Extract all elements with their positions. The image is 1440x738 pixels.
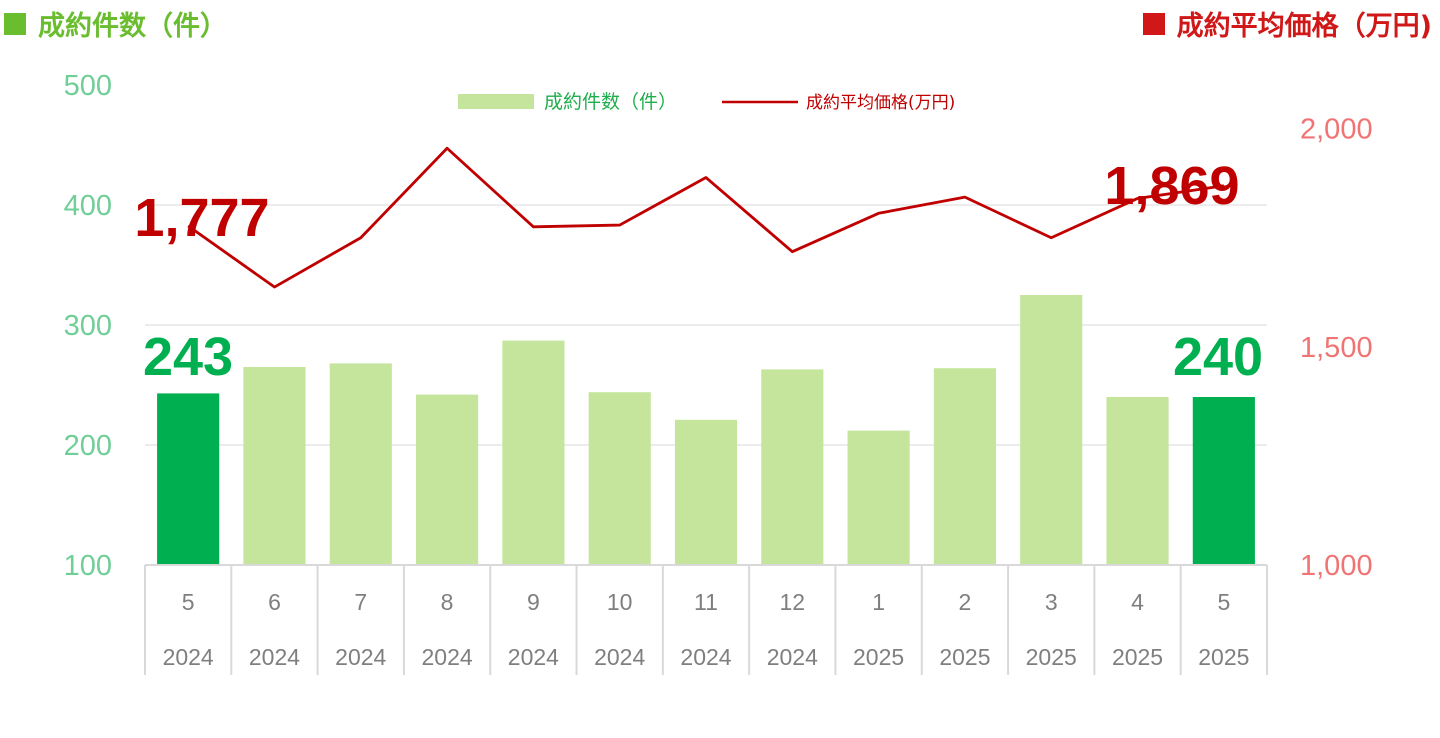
bar: [1020, 295, 1083, 565]
right-tick-label: 1,000: [1300, 550, 1373, 582]
callout-first-price: 1,777: [134, 188, 269, 248]
axes: 100 200 300 400 500 1,000 1,500 2,000: [64, 70, 1373, 582]
x-tick-year: 2024: [680, 644, 731, 670]
left-axis-title: 成約件数（件）: [4, 4, 227, 43]
x-tick-month: 1: [872, 589, 885, 615]
x-tick-year: 2025: [1198, 644, 1249, 670]
bar: [847, 430, 910, 565]
bar: [416, 394, 479, 565]
callout-last-price: 1,869: [1104, 156, 1239, 216]
x-tick-month: 2: [959, 589, 972, 615]
left-axis-title-text: 成約件数（件）: [38, 11, 227, 42]
callout-first-count: 243: [143, 327, 233, 387]
x-tick-year: 2025: [1026, 644, 1077, 670]
gridlines: [145, 204, 1267, 446]
right-tick-label: 1,500: [1300, 332, 1373, 364]
legend-line-label: 成約平均価格(万円): [806, 93, 955, 113]
bar: [933, 368, 996, 565]
x-tick-year: 2024: [335, 644, 386, 670]
right-tick-label: 2,000: [1300, 114, 1373, 146]
x-tick-month: 6: [268, 589, 281, 615]
red-square-icon: [1142, 12, 1165, 35]
bar: [502, 340, 565, 565]
bar-series: [157, 295, 1255, 565]
bar: [761, 369, 824, 565]
x-tick-month: 10: [607, 589, 633, 615]
x-tick-year: 2024: [594, 644, 645, 670]
bar: [329, 363, 392, 565]
bar: [588, 392, 651, 565]
left-tick-label: 200: [64, 430, 112, 462]
right-axis-title-text: 成約平均価格（万円): [1176, 11, 1432, 42]
left-tick-label: 500: [64, 70, 112, 102]
x-tick-month: 8: [441, 589, 454, 615]
bar: [157, 393, 220, 565]
bar: [243, 367, 306, 565]
x-tick-year: 2025: [853, 644, 904, 670]
left-tick-label: 400: [64, 190, 112, 222]
x-tick-year: 2025: [1112, 644, 1163, 670]
x-tick-month: 11: [694, 589, 718, 615]
x-tick-year: 2024: [508, 644, 559, 670]
x-tick-month: 5: [1217, 589, 1230, 615]
x-tick-month: 9: [527, 589, 540, 615]
x-tick-month: 3: [1045, 589, 1058, 615]
x-tick-year: 2024: [421, 644, 472, 670]
x-tick-month: 12: [780, 589, 806, 615]
green-square-icon: [4, 12, 26, 35]
price-line: [187, 146, 1225, 289]
x-tick-year: 2025: [939, 644, 990, 670]
bar: [1106, 397, 1169, 565]
x-tick-month: 7: [354, 589, 367, 615]
category-axis: 5202462024720248202492024102024112024122…: [144, 564, 1268, 675]
right-axis-title: 成約平均価格（万円): [1142, 4, 1432, 43]
x-tick-month: 4: [1131, 589, 1144, 615]
callout-last-count: 240: [1173, 327, 1263, 387]
x-tick-year: 2024: [163, 644, 214, 670]
left-tick-label: 100: [64, 550, 112, 582]
x-tick-year: 2024: [249, 644, 300, 670]
legend-bar-swatch: [458, 94, 534, 109]
bar: [1192, 397, 1255, 565]
left-tick-label: 300: [64, 310, 112, 342]
x-tick-month: 5: [182, 589, 195, 615]
bar: [674, 419, 738, 565]
legend: 成約件数（件） 成約平均価格(万円): [458, 91, 955, 113]
legend-bar-label: 成約件数（件）: [544, 91, 677, 113]
x-tick-year: 2024: [767, 644, 818, 670]
line-series: [187, 146, 1225, 289]
